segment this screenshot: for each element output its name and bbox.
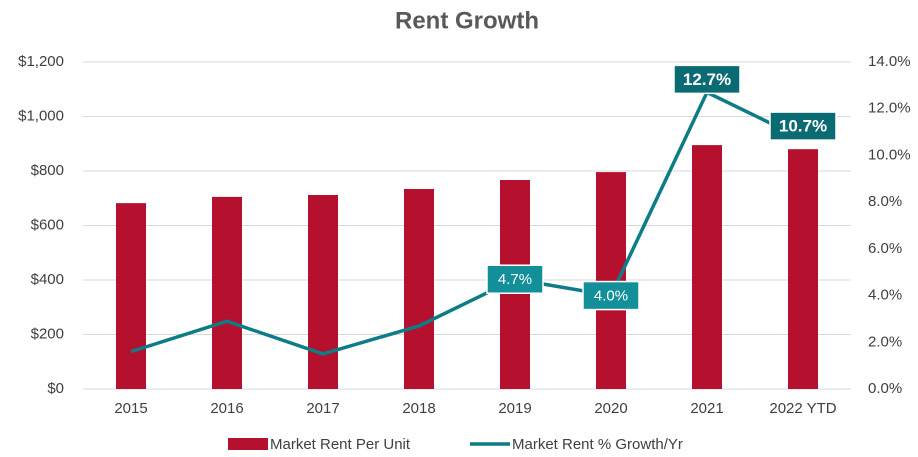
legend-label: Market Rent % Growth/Yr [512, 436, 683, 453]
line [130, 90, 804, 356]
y-tick-label: $1,200 [18, 53, 64, 70]
y2-tick-label: 0.0% [868, 380, 902, 397]
x-tick-label: 2018 [402, 400, 435, 417]
data-label: 10.7% [779, 117, 827, 136]
x-tick-label: 2020 [594, 400, 627, 417]
y-tick-label: $200 [31, 325, 64, 342]
y2-tick-label: 10.0% [868, 146, 911, 163]
bar [308, 194, 338, 389]
y2-tick-label: 8.0% [868, 193, 902, 210]
legend-swatch [228, 438, 268, 450]
x-tick-label: 2017 [306, 400, 339, 417]
chart-title: Rent Growth [395, 7, 539, 34]
legend-label: Market Rent Per Unit [270, 436, 411, 453]
y-tick-label: $400 [31, 271, 64, 288]
data-label-box [486, 264, 544, 294]
y-tick-label: $1,000 [18, 107, 64, 124]
x-tick-label: 2022 YTD [769, 400, 836, 417]
bar [212, 196, 242, 389]
data-label-box [769, 111, 837, 141]
y2-tick-label: 12.0% [868, 100, 911, 117]
bar [692, 145, 722, 389]
data-label: 4.0% [594, 288, 628, 305]
data-label-box [582, 280, 640, 311]
data-label: 12.7% [683, 70, 731, 89]
data-label: 4.7% [498, 271, 532, 288]
bar [788, 149, 818, 389]
y-tick-label: $600 [31, 216, 64, 233]
y2-tick-label: 14.0% [868, 53, 911, 70]
bar [404, 188, 434, 389]
data-label-box [673, 64, 741, 95]
x-tick-label: 2015 [114, 400, 147, 417]
x-tick-label: 2016 [210, 400, 243, 417]
bar [596, 172, 626, 389]
y2-tick-label: 6.0% [868, 240, 902, 257]
y-tick-label: $0 [47, 380, 64, 397]
y2-tick-label: 4.0% [868, 287, 902, 304]
y-tick-label: $800 [31, 162, 64, 179]
bar [116, 203, 146, 389]
x-tick-label: 2021 [690, 400, 723, 417]
x-tick-label: 2019 [498, 400, 531, 417]
y2-tick-label: 2.0% [868, 333, 902, 350]
